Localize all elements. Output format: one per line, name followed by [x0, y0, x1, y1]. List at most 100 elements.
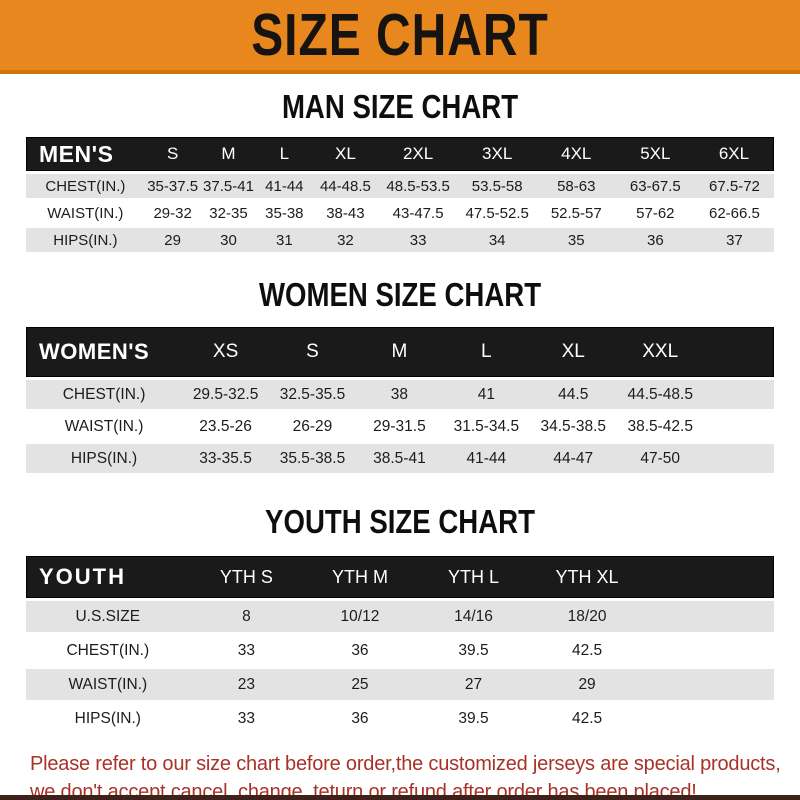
size-value-cell: 29-31.5 — [355, 412, 443, 441]
table-header-row: MEN'S S M L XL 2XL 3XL 4XL 5XL 6XL — [26, 137, 774, 171]
table-row: WAIST(IN.) 29-32 32-35 35-38 38-43 43-47.5 47.… — [26, 201, 774, 225]
size-value-cell: 29-32 — [144, 201, 201, 225]
table-row: U.S.SIZE 8 10/12 14/16 18/20 — [26, 601, 774, 632]
table-corner-label: MEN'S — [26, 137, 145, 171]
size-value-cell: 29 — [530, 669, 644, 700]
disclaimer-line-1: Please refer to our size chart before or… — [30, 753, 781, 775]
size-value-cell: 31 — [256, 228, 313, 252]
size-value-cell: 44.5-48.5 — [616, 380, 704, 409]
table-row: CHEST(IN.) 33 36 39.5 42.5 — [26, 635, 774, 666]
size-value-cell: 36 — [303, 635, 417, 666]
size-value-cell: 36 — [303, 703, 417, 734]
column-header: S — [269, 327, 356, 377]
size-value-cell: 14/16 — [416, 601, 531, 632]
row-label: HIPS(IN.) — [26, 703, 190, 734]
size-value-cell: 25 — [303, 669, 417, 700]
youth-table-body: U.S.SIZE 8 10/12 14/16 18/20 CHEST(IN.) 33 36 39… — [26, 601, 774, 734]
size-value-cell: 39.5 — [416, 703, 531, 734]
page-title: SIZE CHART — [251, 1, 549, 69]
size-value-cell: 33-35.5 — [182, 444, 270, 473]
size-value-cell: 32-35 — [200, 201, 257, 225]
men-table-body: CHEST(IN.) 35-37.5 37.5-41 41-44 44-48.5 48.5… — [26, 174, 774, 252]
size-value-cell: 26-29 — [269, 412, 356, 441]
row-label: CHEST(IN.) — [26, 635, 190, 666]
size-value-cell: 33 — [189, 635, 304, 666]
size-value-cell: 35-38 — [256, 201, 313, 225]
size-value-cell: 63-67.5 — [615, 174, 695, 198]
table-row: HIPS(IN.) 33 36 39.5 42.5 — [26, 703, 774, 734]
size-value-cell: 34 — [457, 228, 537, 252]
column-header: L — [256, 137, 313, 171]
row-label: CHEST(IN.) — [26, 380, 183, 409]
column-header: 4XL — [536, 137, 616, 171]
table-header-row: YOUTH YTH S YTH M YTH L YTH XL — [26, 556, 774, 598]
size-value-cell: 44-48.5 — [312, 174, 379, 198]
size-value-cell: 44-47 — [529, 444, 617, 473]
size-value-cell: 37 — [694, 228, 774, 252]
size-value-cell: 23.5-26 — [182, 412, 270, 441]
spacer-cell — [643, 669, 774, 700]
size-value-cell: 18/20 — [530, 601, 644, 632]
spacer-cell — [703, 444, 774, 473]
size-value-cell: 38 — [355, 380, 443, 409]
size-value-cell: 32.5-35.5 — [269, 380, 356, 409]
size-value-cell: 35 — [536, 228, 616, 252]
row-label: HIPS(IN.) — [26, 444, 183, 473]
size-value-cell: 31.5-34.5 — [442, 412, 530, 441]
size-value-cell: 33 — [378, 228, 458, 252]
size-value-cell: 36 — [615, 228, 695, 252]
table-corner-label: YOUTH — [26, 556, 190, 598]
spacer-cell — [643, 601, 774, 632]
row-label: WAIST(IN.) — [26, 201, 145, 225]
size-value-cell: 57-62 — [615, 201, 695, 225]
spacer-cell — [643, 556, 774, 598]
column-header: M — [200, 137, 257, 171]
size-value-cell: 29 — [144, 228, 201, 252]
size-value-cell: 48.5-53.5 — [378, 174, 458, 198]
size-value-cell: 41-44 — [442, 444, 530, 473]
column-header: YTH S — [189, 556, 304, 598]
table-row: HIPS(IN.) 29 30 31 32 33 34 35 36 37 — [26, 228, 774, 252]
size-value-cell: 38.5-41 — [355, 444, 443, 473]
spacer-cell — [703, 412, 774, 441]
size-value-cell: 35.5-38.5 — [269, 444, 356, 473]
column-header: 3XL — [457, 137, 537, 171]
spacer-cell — [643, 635, 774, 666]
bottom-edge-strip — [0, 795, 800, 800]
column-header: L — [442, 327, 530, 377]
column-header: 6XL — [694, 137, 774, 171]
men-size-table: MEN'S S M L XL 2XL 3XL 4XL 5XL 6XL CHEST(IN.) 35-3… — [26, 134, 774, 255]
table-header-row: WOMEN'S XS S M L XL XXL — [26, 327, 774, 377]
table-row: WAIST(IN.) 23 25 27 29 — [26, 669, 774, 700]
size-value-cell: 43-47.5 — [378, 201, 458, 225]
size-value-cell: 58-63 — [536, 174, 616, 198]
spacer-cell — [703, 380, 774, 409]
spacer-cell — [703, 327, 774, 377]
row-label: U.S.SIZE — [26, 601, 190, 632]
men-table-header: MEN'S S M L XL 2XL 3XL 4XL 5XL 6XL — [26, 137, 774, 171]
size-value-cell: 38.5-42.5 — [616, 412, 704, 441]
size-value-cell: 39.5 — [416, 635, 531, 666]
column-header: 2XL — [378, 137, 458, 171]
size-value-cell: 52.5-57 — [536, 201, 616, 225]
column-header: YTH L — [416, 556, 531, 598]
size-value-cell: 27 — [416, 669, 531, 700]
size-value-cell: 8 — [189, 601, 304, 632]
row-label: WAIST(IN.) — [26, 412, 183, 441]
size-value-cell: 34.5-38.5 — [529, 412, 617, 441]
table-row: CHEST(IN.) 29.5-32.5 32.5-35.5 38 41 44.5 44.5… — [26, 380, 774, 409]
disclaimer-text: Please refer to our size chart before or… — [30, 750, 800, 800]
size-value-cell: 37.5-41 — [200, 174, 257, 198]
women-section-title: WOMEN SIZE CHART — [258, 277, 542, 314]
size-value-cell: 53.5-58 — [457, 174, 537, 198]
men-section-title: MAN SIZE CHART — [281, 89, 519, 126]
table-row: CHEST(IN.) 35-37.5 37.5-41 41-44 44-48.5 48.5… — [26, 174, 774, 198]
column-header: XS — [182, 327, 270, 377]
spacer-cell — [643, 703, 774, 734]
table-row: WAIST(IN.) 23.5-26 26-29 29-31.5 31.5-34.5 34… — [26, 412, 774, 441]
size-value-cell: 32 — [312, 228, 379, 252]
size-value-cell: 62-66.5 — [694, 201, 774, 225]
size-value-cell: 23 — [189, 669, 304, 700]
banner: SIZE CHART — [0, 0, 800, 74]
